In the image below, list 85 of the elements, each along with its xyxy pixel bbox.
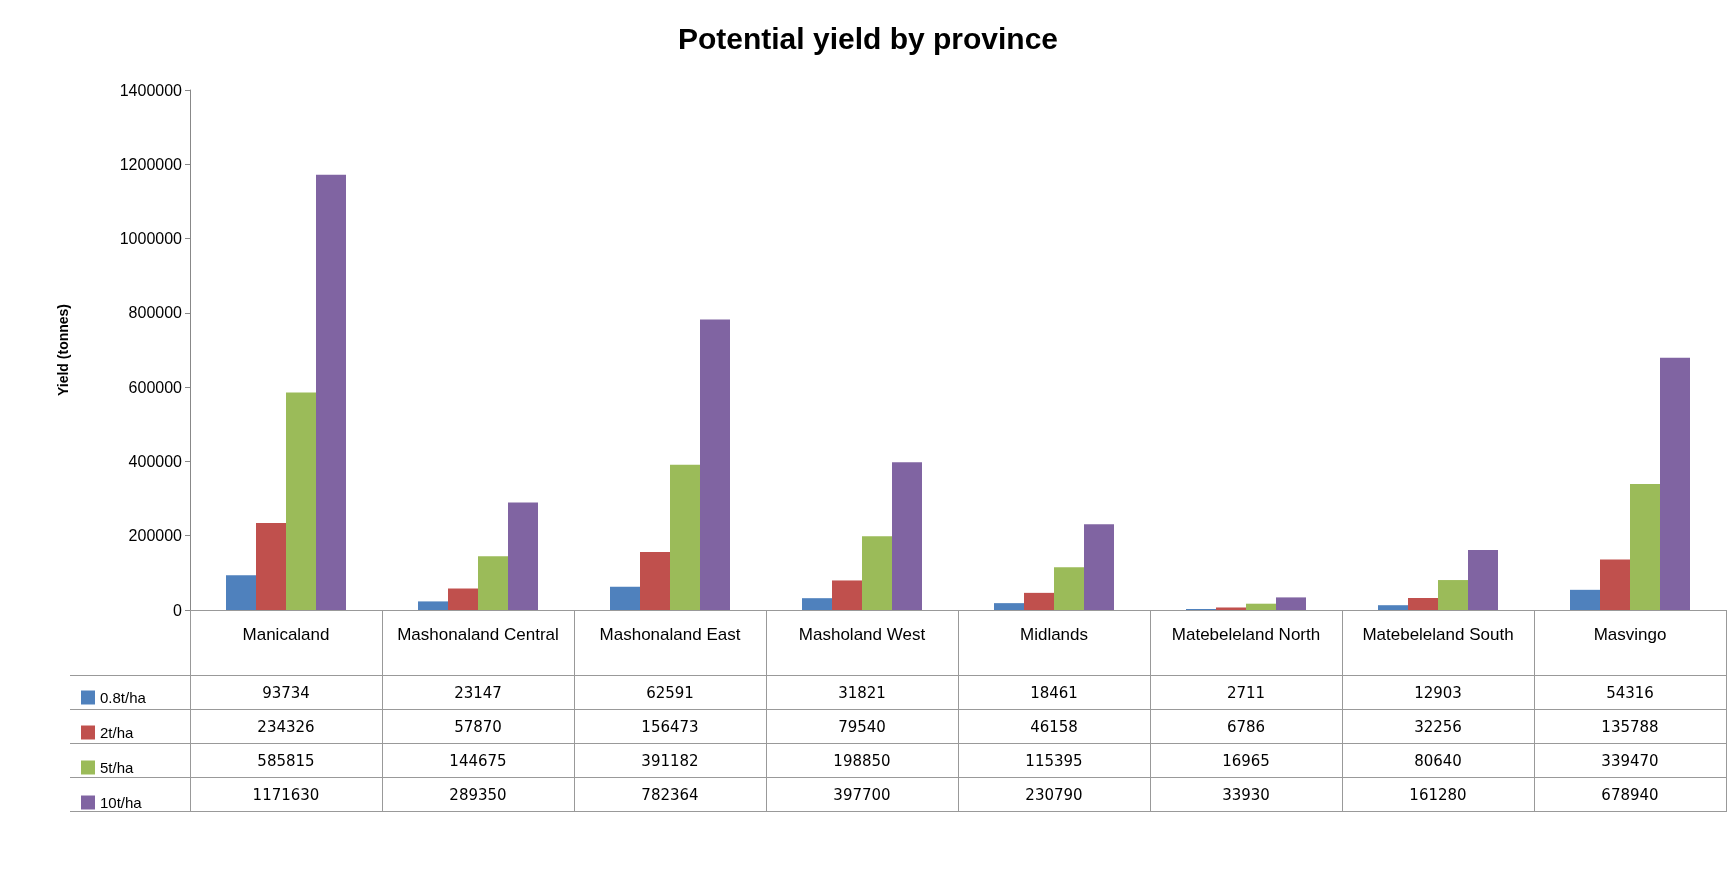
bar [1246,603,1276,610]
bar [1600,559,1630,610]
x-tick-label: Matebeleland North [1171,624,1321,644]
legend-label: 0.8t/ha [100,689,147,706]
x-tick-label: Mashonaland Central [397,624,559,644]
bar [1378,605,1408,610]
bar [862,536,892,610]
bar [508,502,538,610]
x-tick-label: Matebeleland South [1362,624,1514,644]
data-label: 93734 [190,675,382,710]
data-label: 156473 [574,709,766,744]
data-label: 46158 [958,709,1150,744]
bar [478,556,508,610]
data-label: 32256 [1342,709,1534,744]
bar [1570,589,1600,610]
bar [1084,524,1114,610]
data-label: 2711 [1150,675,1342,710]
data-label: 678940 [1534,777,1726,812]
data-label: 6786 [1150,709,1342,744]
bar [1660,357,1690,610]
y-tick-label: 600000 [128,378,183,396]
y-tick-label: 200000 [128,527,183,545]
legend-label: 2t/ha [100,724,135,741]
bar [1468,550,1498,610]
bar [1024,592,1054,610]
y-tick-label: 400000 [128,452,183,470]
bar [1054,567,1084,610]
bar [448,588,478,610]
bar [994,603,1024,610]
y-tick-label: 1200000 [119,155,183,173]
data-label: 80640 [1342,743,1534,778]
chart-title: Potential yield by province [677,21,1059,55]
y-tick-label: 1400000 [119,81,183,99]
bar [802,598,832,610]
data-label: 54316 [1534,675,1726,710]
bar [1276,597,1306,610]
data-label: 198850 [766,743,958,778]
y-tick-label: 0 [173,601,183,619]
x-tick-label: Masvingo [1593,624,1667,644]
y-tick-label: 1000000 [119,230,183,248]
data-label: 31821 [766,675,958,710]
bar [226,575,256,610]
x-tick-label: Manicaland [242,624,330,644]
bar [640,551,670,610]
data-label: 135788 [1534,709,1726,744]
data-label: 585815 [190,743,382,778]
data-label: 18461 [958,675,1150,710]
bar [256,522,286,610]
data-label: 234326 [190,709,382,744]
data-label: 391182 [574,743,766,778]
data-label: 79540 [766,709,958,744]
bar [418,601,448,610]
bar [1408,598,1438,610]
data-label: 57870 [382,709,574,744]
bar [832,580,862,610]
legend-label: 5t/ha [100,759,135,776]
data-label: 289350 [382,777,574,812]
data-label: 115395 [958,743,1150,778]
data-label: 230790 [958,777,1150,812]
bar [892,462,922,610]
bar [316,174,346,610]
data-label: 144675 [382,743,574,778]
data-label: 23147 [382,675,574,710]
bar [1216,607,1246,610]
data-label: 16965 [1150,743,1342,778]
bar [286,392,316,610]
data-label: 161280 [1342,777,1534,812]
legend-label: 10t/ha [100,794,143,811]
data-label: 12903 [1342,675,1534,710]
data-label: 1171630 [190,777,382,812]
bar [1630,483,1660,610]
x-tick-label: Midlands [1019,624,1089,644]
y-tick-label: 800000 [128,304,183,322]
x-tick-label: Mashonaland East [599,624,741,644]
data-label: 397700 [766,777,958,812]
data-label: 782364 [574,777,766,812]
data-label: 339470 [1534,743,1726,778]
bar [1438,580,1468,610]
data-label: 62591 [574,675,766,710]
x-tick-label: Masholand West [798,624,926,644]
y-axis-title: Yield (tonnes) [55,303,71,397]
bar [700,319,730,610]
bar [610,586,640,610]
bar [670,464,700,610]
data-label: 33930 [1150,777,1342,812]
